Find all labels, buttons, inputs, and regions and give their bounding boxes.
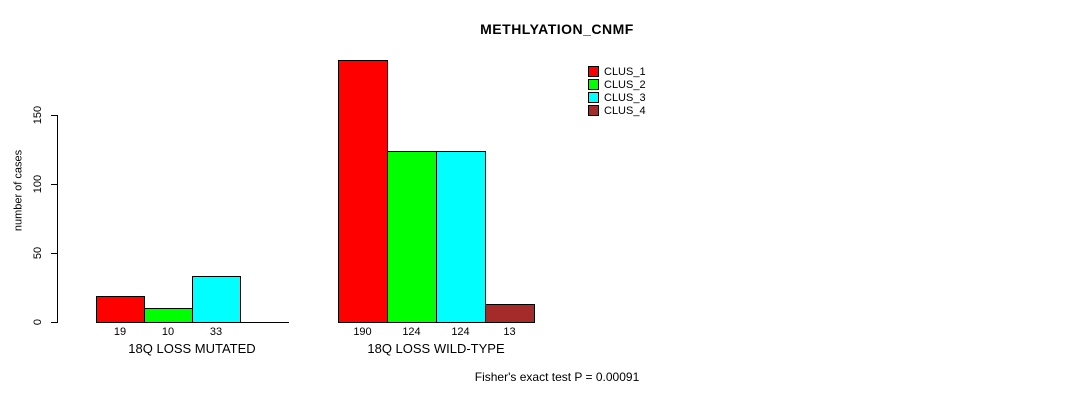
y-axis-line (57, 115, 58, 323)
legend-swatch-icon (588, 79, 599, 90)
legend-row-clus_1: CLUS_1 (588, 65, 646, 78)
legend-label: CLUS_4 (604, 104, 646, 117)
bar-clus_1-1 (96, 296, 145, 323)
bar-clus_2-1 (144, 308, 193, 323)
bar-clus_3-1 (192, 276, 241, 323)
legend-swatch-icon (588, 92, 599, 103)
bar-value-label: 190 (353, 326, 372, 338)
y-tick-label: 150 (32, 105, 44, 125)
legend: CLUS_1 CLUS_2 CLUS_3 CLUS_4 (588, 65, 646, 117)
legend-label: CLUS_1 (604, 65, 646, 78)
legend-label: CLUS_2 (604, 78, 646, 91)
y-tick-mark (51, 322, 57, 323)
y-tick-label: 50 (32, 246, 44, 260)
group-label: 18Q LOSS WILD-TYPE (367, 341, 505, 356)
y-tick-mark (51, 253, 57, 254)
y-tick-mark (51, 115, 57, 116)
bar-value-label: 124 (451, 326, 470, 338)
legend-label: CLUS_3 (604, 91, 646, 104)
legend-swatch-icon (588, 66, 599, 77)
fisher-test-annotation: Fisher's exact test P = 0.00091 (474, 370, 640, 384)
bar-value-label: 19 (113, 326, 127, 338)
bar-clus_4-2 (485, 304, 535, 323)
group-label: 18Q LOSS MUTATED (128, 341, 256, 356)
bar-clus_1-2 (338, 60, 388, 323)
legend-row-clus_2: CLUS_2 (588, 78, 646, 91)
bar-value-label: 10 (161, 326, 175, 338)
chart-title: METHLYATION_CNMF (480, 21, 634, 37)
y-axis-title: number of cases (12, 149, 25, 232)
legend-row-clus_4: CLUS_4 (588, 104, 646, 117)
bar-value-label: 13 (503, 326, 516, 338)
legend-swatch-icon (588, 105, 599, 116)
bar-clus_2-2 (387, 151, 437, 323)
bar-value-label: 33 (209, 326, 223, 338)
bar-value-label: 124 (402, 326, 421, 338)
y-tick-mark (51, 184, 57, 185)
bar-clus_3-2 (436, 151, 486, 323)
legend-row-clus_3: CLUS_3 (588, 91, 646, 104)
y-tick-label: 100 (32, 174, 44, 194)
y-tick-label: 0 (32, 318, 44, 326)
